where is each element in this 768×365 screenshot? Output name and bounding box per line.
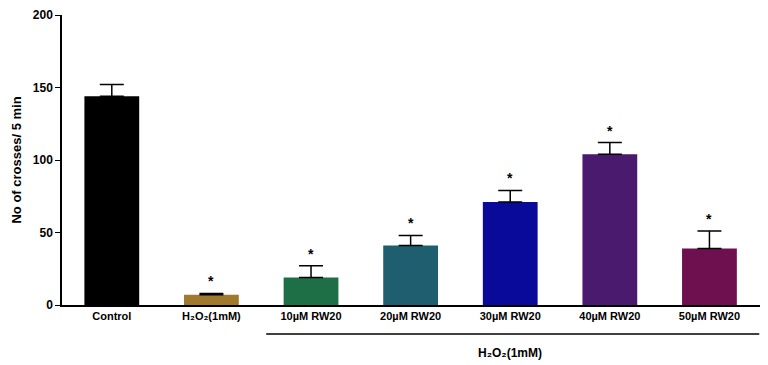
svg-text:10µM RW20: 10µM RW20: [280, 310, 341, 322]
svg-text:H₂O₂(1mM): H₂O₂(1mM): [478, 346, 542, 360]
svg-text:200: 200: [33, 8, 53, 22]
svg-text:20µM RW20: 20µM RW20: [380, 310, 441, 322]
svg-text:*: *: [706, 211, 712, 227]
svg-text:30µM RW20: 30µM RW20: [480, 310, 541, 322]
svg-text:*: *: [607, 123, 613, 139]
svg-text:100: 100: [33, 153, 53, 167]
svg-text:*: *: [308, 246, 314, 262]
svg-text:*: *: [507, 170, 513, 186]
svg-text:40µM RW20: 40µM RW20: [579, 310, 640, 322]
svg-text:*: *: [408, 215, 414, 231]
svg-text:150: 150: [33, 81, 53, 95]
svg-text:0: 0: [46, 298, 53, 312]
svg-text:Control: Control: [92, 310, 131, 322]
svg-text:*: *: [208, 273, 214, 289]
svg-text:50µM RW20: 50µM RW20: [679, 310, 740, 322]
svg-text:50: 50: [39, 226, 53, 240]
svg-text:No of crosses/ 5 min: No of crosses/ 5 min: [9, 96, 24, 223]
svg-text:H₂O₂(1mM): H₂O₂(1mM): [182, 310, 241, 322]
